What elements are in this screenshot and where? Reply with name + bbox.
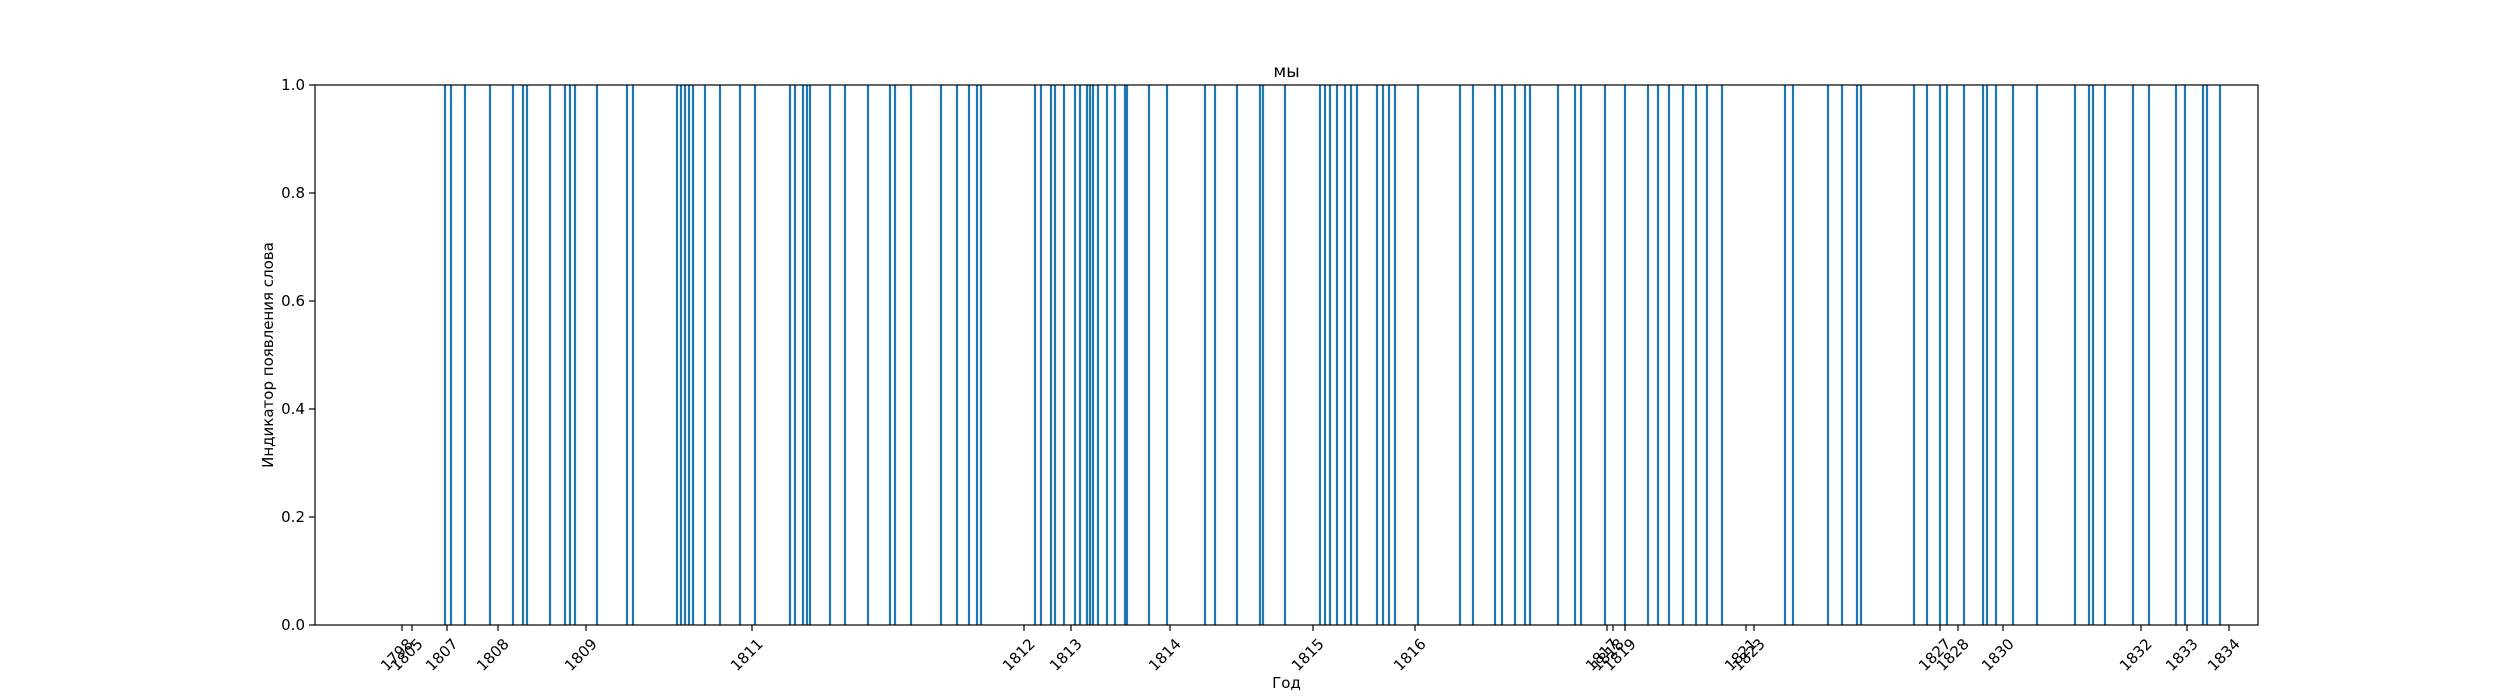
y-tick-label: 0.0	[281, 616, 305, 634]
y-axis-ticks: 0.0 0.2 0.4 0.6 0.8 1.0	[281, 76, 315, 634]
chart-title: мы	[1273, 62, 1299, 82]
y-tick-label: 0.4	[281, 400, 305, 418]
plot-frame	[314, 84, 2259, 626]
y-tick-label: 1.0	[281, 76, 305, 94]
y-tick-label: 0.2	[281, 508, 305, 526]
y-tick-label: 0.8	[281, 184, 305, 202]
y-tick-label: 0.6	[281, 292, 305, 310]
y-axis-label: Индикатор появления слова	[259, 242, 277, 468]
bars-group	[443, 85, 2222, 625]
x-axis-label: Год	[1272, 674, 1301, 692]
